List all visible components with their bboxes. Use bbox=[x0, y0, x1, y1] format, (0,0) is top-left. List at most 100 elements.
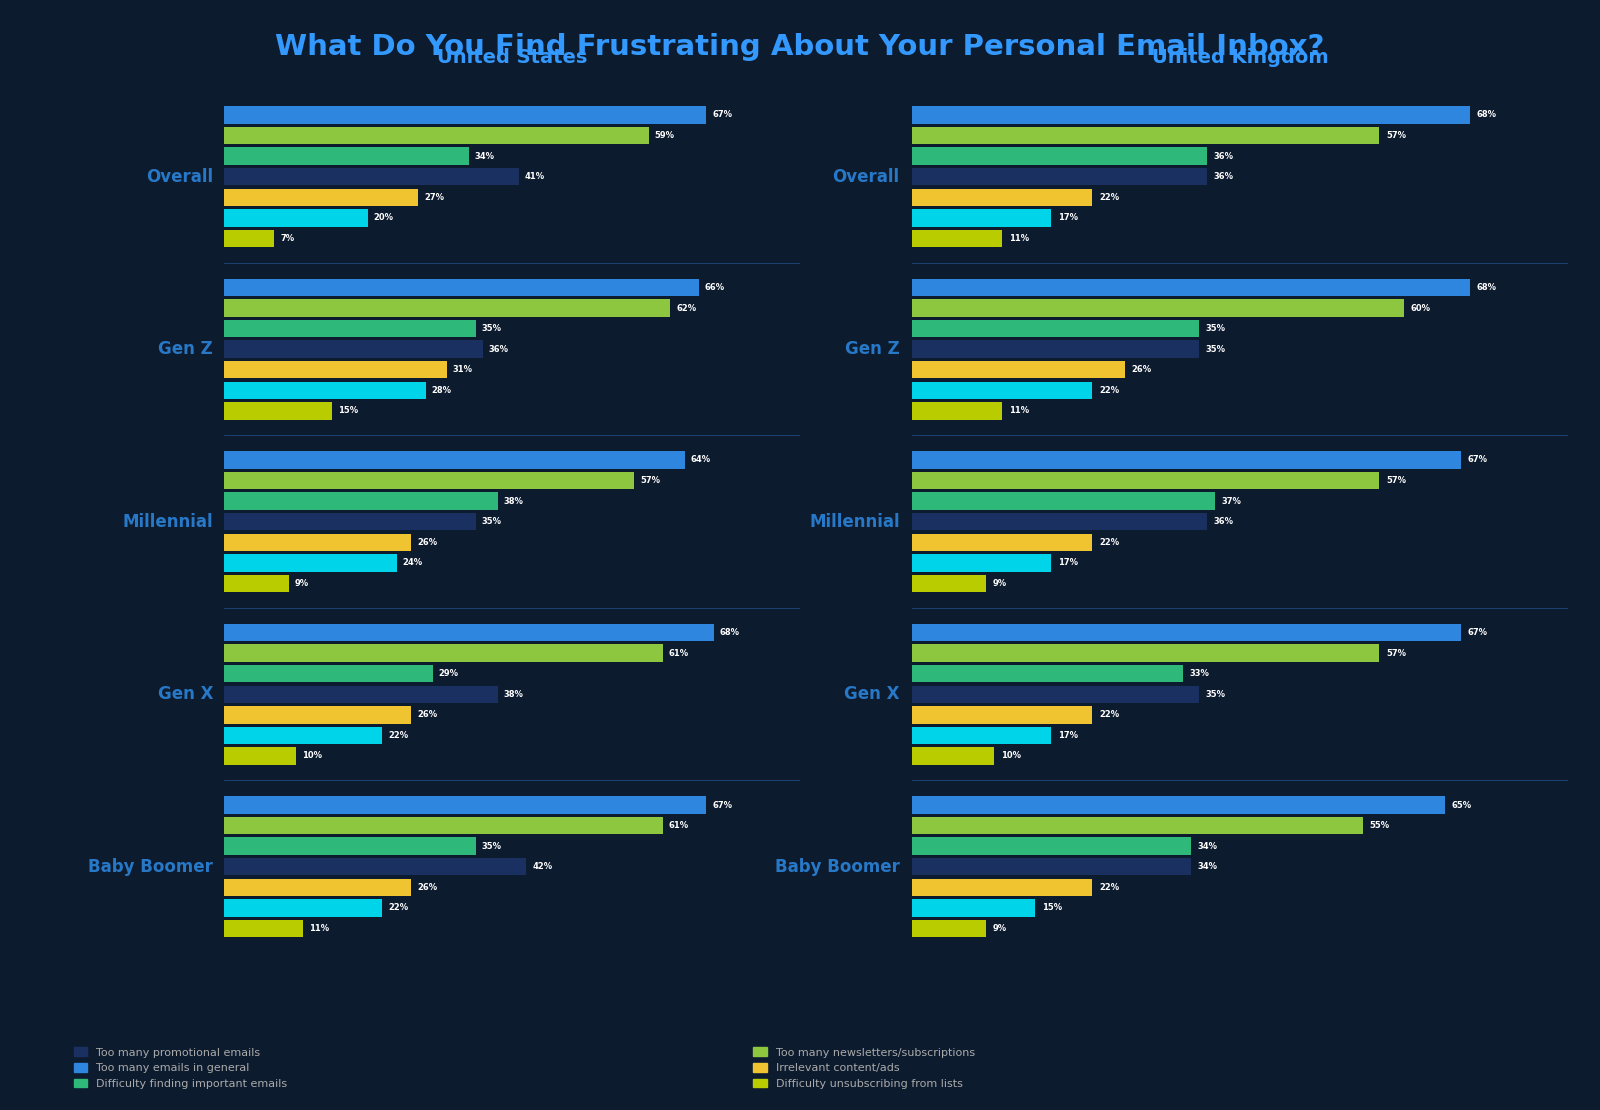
Bar bbox=[912, 879, 1093, 896]
Text: 55%: 55% bbox=[1370, 821, 1390, 830]
Bar bbox=[912, 727, 1051, 744]
Text: 35%: 35% bbox=[1205, 689, 1226, 698]
Text: 66%: 66% bbox=[706, 283, 725, 292]
Text: 60%: 60% bbox=[1411, 303, 1430, 313]
Text: 17%: 17% bbox=[1058, 213, 1078, 222]
Text: 62%: 62% bbox=[677, 303, 696, 313]
Bar bbox=[912, 320, 1198, 337]
Bar bbox=[224, 665, 434, 683]
Text: 36%: 36% bbox=[1214, 152, 1234, 161]
Text: Gen X: Gen X bbox=[158, 685, 213, 704]
Bar bbox=[912, 402, 1002, 420]
Bar bbox=[224, 554, 397, 572]
Bar bbox=[912, 858, 1190, 876]
Text: 22%: 22% bbox=[1099, 882, 1118, 891]
Text: 64%: 64% bbox=[691, 455, 710, 464]
Bar bbox=[912, 534, 1093, 551]
Text: 9%: 9% bbox=[294, 579, 309, 588]
Bar bbox=[224, 727, 382, 744]
Bar bbox=[224, 534, 411, 551]
Text: 36%: 36% bbox=[1214, 172, 1234, 181]
Text: 9%: 9% bbox=[992, 924, 1006, 934]
Text: 10%: 10% bbox=[1000, 751, 1021, 760]
Text: 26%: 26% bbox=[418, 710, 437, 719]
Text: 11%: 11% bbox=[1008, 406, 1029, 415]
Text: 67%: 67% bbox=[1467, 455, 1488, 464]
Text: 7%: 7% bbox=[280, 234, 294, 243]
Text: Baby Boomer: Baby Boomer bbox=[88, 858, 213, 876]
Text: 22%: 22% bbox=[1099, 537, 1118, 547]
Bar bbox=[224, 300, 670, 316]
Text: 38%: 38% bbox=[504, 496, 523, 506]
Text: 26%: 26% bbox=[418, 882, 437, 891]
Bar bbox=[224, 624, 714, 642]
Text: 34%: 34% bbox=[1197, 841, 1218, 850]
Bar bbox=[912, 817, 1363, 835]
Bar bbox=[912, 472, 1379, 490]
Text: 57%: 57% bbox=[1386, 648, 1406, 657]
Text: 9%: 9% bbox=[992, 579, 1006, 588]
Text: 35%: 35% bbox=[482, 517, 502, 526]
Bar bbox=[224, 837, 477, 855]
Text: 15%: 15% bbox=[1042, 904, 1062, 912]
Text: Gen Z: Gen Z bbox=[845, 340, 899, 359]
Bar bbox=[224, 493, 498, 509]
Text: 22%: 22% bbox=[1099, 193, 1118, 202]
Bar bbox=[912, 686, 1198, 703]
Text: 11%: 11% bbox=[309, 924, 330, 934]
Bar bbox=[912, 107, 1469, 123]
Text: Gen X: Gen X bbox=[845, 685, 899, 704]
Text: 57%: 57% bbox=[1386, 476, 1406, 485]
Bar bbox=[224, 382, 426, 398]
Text: 37%: 37% bbox=[1222, 496, 1242, 506]
Text: 68%: 68% bbox=[720, 628, 739, 637]
Text: Millennial: Millennial bbox=[123, 513, 213, 531]
Text: 35%: 35% bbox=[1205, 324, 1226, 333]
Text: 17%: 17% bbox=[1058, 558, 1078, 567]
Bar bbox=[912, 706, 1093, 724]
Text: Baby Boomer: Baby Boomer bbox=[774, 858, 899, 876]
Text: Overall: Overall bbox=[832, 168, 899, 185]
Bar bbox=[224, 796, 707, 814]
Bar bbox=[224, 452, 685, 468]
Bar bbox=[912, 279, 1469, 296]
Text: 67%: 67% bbox=[712, 110, 733, 120]
Bar bbox=[224, 899, 382, 917]
Text: 26%: 26% bbox=[1131, 365, 1152, 374]
Bar bbox=[912, 300, 1405, 316]
Text: Millennial: Millennial bbox=[810, 513, 899, 531]
Bar bbox=[224, 320, 477, 337]
Bar bbox=[912, 189, 1093, 206]
Bar bbox=[224, 575, 290, 592]
Bar bbox=[224, 402, 333, 420]
Text: 36%: 36% bbox=[490, 345, 509, 354]
Text: 61%: 61% bbox=[669, 821, 690, 830]
Text: 57%: 57% bbox=[640, 476, 661, 485]
Text: 11%: 11% bbox=[1008, 234, 1029, 243]
Bar bbox=[224, 230, 275, 248]
Text: 28%: 28% bbox=[432, 386, 451, 395]
Bar bbox=[912, 747, 994, 765]
Text: 61%: 61% bbox=[669, 648, 690, 657]
Text: 57%: 57% bbox=[1386, 131, 1406, 140]
Text: 22%: 22% bbox=[389, 730, 408, 740]
Bar bbox=[224, 361, 448, 379]
Bar bbox=[912, 575, 986, 592]
Text: 20%: 20% bbox=[374, 213, 394, 222]
Text: 17%: 17% bbox=[1058, 730, 1078, 740]
Bar bbox=[912, 230, 1002, 248]
Text: 38%: 38% bbox=[504, 689, 523, 698]
Text: 35%: 35% bbox=[482, 841, 502, 850]
Bar bbox=[912, 168, 1206, 185]
Bar bbox=[912, 493, 1216, 509]
Bar bbox=[224, 107, 707, 123]
Bar bbox=[224, 706, 411, 724]
Bar bbox=[912, 645, 1379, 662]
Bar bbox=[224, 686, 498, 703]
Text: 35%: 35% bbox=[1205, 345, 1226, 354]
Text: 59%: 59% bbox=[654, 131, 675, 140]
Text: What Do You Find Frustrating About Your Personal Email Inbox?: What Do You Find Frustrating About Your … bbox=[275, 33, 1325, 61]
Text: 27%: 27% bbox=[424, 193, 445, 202]
Text: 24%: 24% bbox=[403, 558, 422, 567]
Text: 10%: 10% bbox=[302, 751, 322, 760]
